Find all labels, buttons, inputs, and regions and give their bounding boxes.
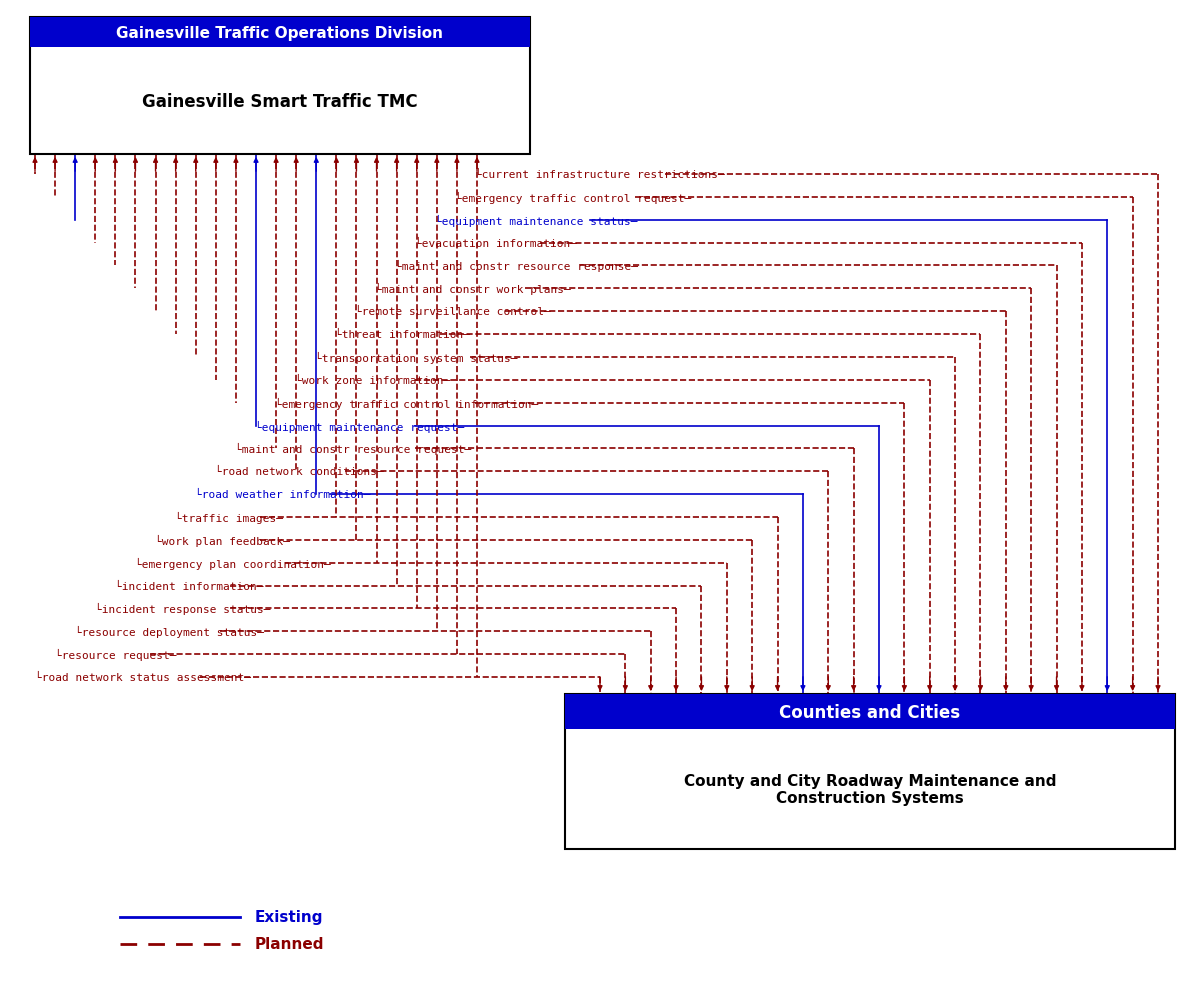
Text: Existing: Existing [255,910,323,925]
Text: County and City Roadway Maintenance and
Construction Systems: County and City Roadway Maintenance and … [684,773,1057,806]
Text: └road network status assessment─: └road network status assessment─ [35,672,251,682]
Text: └incident information─: └incident information─ [115,581,263,591]
Text: Counties and Cities: Counties and Cities [779,702,960,720]
Text: └threat information─: └threat information─ [335,330,470,340]
Text: └road weather information─: └road weather information─ [195,490,370,500]
Text: Gainesville Smart Traffic TMC: Gainesville Smart Traffic TMC [142,92,418,110]
Text: └equipment maintenance status─: └equipment maintenance status─ [435,214,637,226]
Text: └remote surveillance control─: └remote surveillance control─ [355,307,551,317]
Text: └emergency traffic control request─: └emergency traffic control request─ [456,191,691,203]
Text: └road network conditions─: └road network conditions─ [215,467,383,477]
Text: └transportation system status─: └transportation system status─ [315,352,518,364]
Text: └traffic images─: └traffic images─ [175,511,282,523]
Text: └emergency traffic control information─: └emergency traffic control information─ [275,397,538,409]
Text: └evacuation information─: └evacuation information─ [415,238,577,248]
Text: Planned: Planned [255,937,325,952]
Text: └resource deployment status─: └resource deployment status─ [75,625,264,637]
Bar [30,18,530,155]
Bar [565,694,1176,849]
Text: Gainesville Traffic Operations Division: Gainesville Traffic Operations Division [117,25,444,40]
Text: └maint and constr resource request─: └maint and constr resource request─ [236,443,471,455]
Text: └work plan feedback─: └work plan feedback─ [155,534,290,546]
Text: └emergency plan coordination─: └emergency plan coordination─ [135,557,331,569]
Text: └incident response status─: └incident response status─ [95,603,270,615]
Bar [30,18,530,48]
Text: └equipment maintenance request─: └equipment maintenance request─ [255,420,464,432]
Bar [565,694,1176,729]
Text: └maint and constr work plans─: └maint and constr work plans─ [375,283,571,295]
Text: └work zone information─: └work zone information─ [294,376,451,386]
Text: └maint and constr resource response─: └maint and constr resource response─ [395,261,638,273]
Text: └current infrastructure restrictions─: └current infrastructure restrictions─ [475,169,725,179]
Text: └resource request─: └resource request─ [55,648,177,660]
